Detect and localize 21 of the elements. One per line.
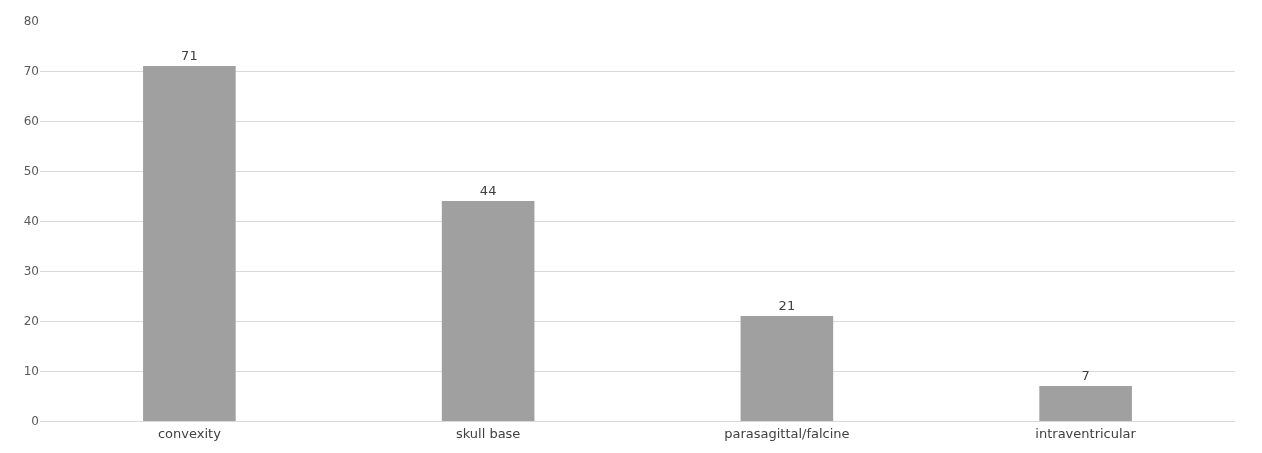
- y-tick-label: 30: [23, 264, 39, 279]
- data-label: 71: [181, 48, 198, 63]
- y-tick-label: 0: [31, 414, 39, 429]
- y-tick-label: 20: [23, 314, 39, 329]
- x-tick-label: convexity: [157, 425, 222, 441]
- bar: [740, 316, 834, 421]
- x-tick-label: intraventricular: [1035, 425, 1137, 441]
- bar: [143, 66, 236, 421]
- x-tick-label: parasagittal/falcine: [724, 425, 850, 441]
- x-tick-label: skull base: [455, 425, 521, 441]
- y-tick-label: 70: [23, 64, 39, 79]
- y-tick-label: 80: [23, 14, 39, 29]
- data-label: 7: [1081, 368, 1090, 383]
- data-label: 44: [479, 183, 497, 198]
- y-tick-label: 50: [23, 164, 39, 179]
- y-tick-label: 10: [23, 364, 39, 379]
- y-tick-label: 60: [23, 114, 39, 129]
- y-tick-label: 40: [23, 214, 39, 229]
- data-label: 21: [778, 298, 796, 313]
- bar: [441, 201, 535, 421]
- bar: [1039, 386, 1132, 421]
